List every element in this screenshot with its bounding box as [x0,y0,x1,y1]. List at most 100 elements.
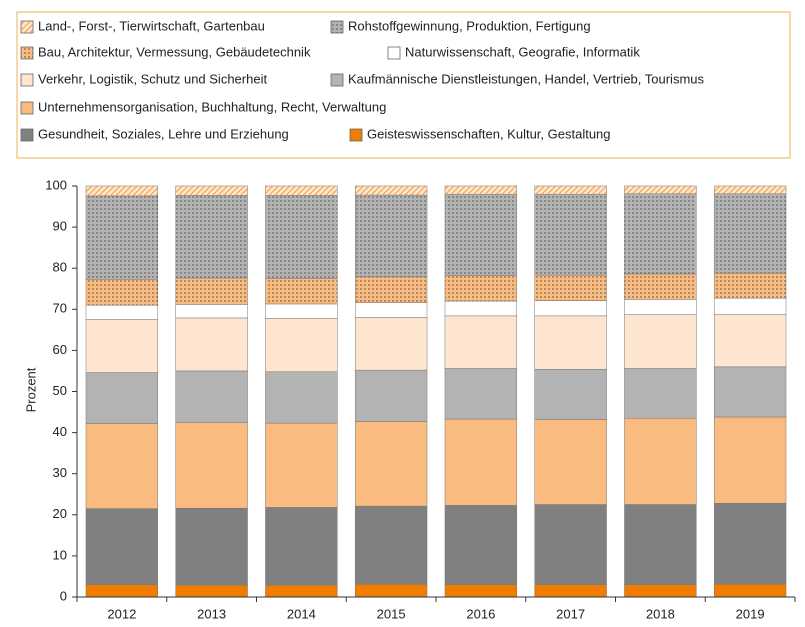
bar-segment-pattern [714,186,787,194]
y-tick-label: 20 [53,506,67,521]
bar-segment [713,366,787,418]
bar-segment [534,369,607,420]
bar-segment-pattern [714,193,787,274]
bar-segment-pattern [624,193,697,274]
legend-box [16,11,791,159]
bar-segment-pattern [85,186,158,196]
legend-swatch-pattern [331,21,343,33]
bar-segment [85,584,159,598]
bar-segment [85,372,159,424]
bar-segment-pattern [444,194,517,276]
y-tick-label: 100 [45,177,67,192]
x-tick-label: 2017 [556,606,585,621]
x-tick-label: 2019 [736,606,765,621]
bar-segment [534,504,607,585]
bar-segment-pattern [534,194,607,276]
bar-segment-pattern [265,278,338,304]
bar-segment [713,297,787,315]
legend-swatch [20,128,34,142]
bar-segment [444,315,518,369]
bar-segment [624,584,697,598]
bar-segment [713,503,787,585]
bar-segment [534,419,607,505]
bar-segment-pattern [624,273,697,300]
bar-segment [624,417,697,505]
x-tick-label: 2012 [107,606,136,621]
bar-segment [175,304,248,319]
x-tick-label: 2015 [377,606,406,621]
bar-segment [265,507,338,586]
legend-label: Geisteswissenschaften, Kultur, Gestaltun… [367,126,611,141]
bar-segment-pattern [355,186,428,196]
x-tick-label: 2013 [197,606,226,621]
bar-segment [175,422,248,509]
y-tick-label: 10 [53,547,67,562]
bar-segment [713,313,787,368]
bar-segment-pattern [265,195,338,279]
bar-segment-pattern [175,186,248,196]
bar-segment-pattern [714,273,787,299]
y-tick-label: 90 [53,219,67,234]
bar-segment [624,299,697,315]
bar-segment [175,584,248,598]
bar-segment [713,416,787,504]
y-tick-label: 80 [53,260,67,275]
bar-segment [85,508,159,585]
bar-segment [85,319,159,373]
bar-segment [354,584,428,598]
bar-segment [265,318,338,373]
bar-segment [534,315,607,370]
legend-label: Unternehmensorganisation, Buchhaltung, R… [38,99,386,114]
bar-segment-pattern [355,276,428,303]
bar-segment-pattern [85,279,158,306]
bar-segment [713,584,787,598]
legend-label: Kaufmännische Dienstleistungen, Handel, … [348,71,705,86]
bar-segment [175,507,248,586]
legend-label: Naturwissenschaft, Geografie, Informatik [405,44,640,59]
legend-swatch [387,46,401,60]
bar-segment [85,423,159,509]
bar-segment [265,422,338,508]
bar-segment [444,418,518,506]
bar-segment [444,505,518,585]
bar-segment [85,304,159,320]
legend-label: Gesundheit, Soziales, Lehre und Erziehun… [38,126,289,141]
bar-segment [175,370,248,423]
bar-segment [624,314,697,369]
y-tick-label: 40 [53,424,67,439]
legend-swatch-pattern [21,21,33,33]
bar-segment [444,300,518,317]
bar-segment [265,584,338,598]
legend-label: Bau, Architektur, Vermessung, Gebäudetec… [38,44,311,59]
bar-segment [265,371,338,424]
bar-segment-pattern [265,186,338,196]
bar-segment [534,584,607,598]
y-tick-label: 50 [53,383,67,398]
y-tick-label: 30 [53,465,67,480]
legend-label: Land-, Forst-, Tierwirtschaft, Gartenbau [38,18,265,33]
legend-swatch [20,101,34,115]
x-tick-label: 2018 [646,606,675,621]
bar-segment-pattern [534,275,607,301]
bar-segment-pattern [175,278,248,305]
legend-swatch [330,73,344,87]
bar-segment [624,368,697,419]
bar-segment [175,317,248,372]
y-axis-label: Prozent [23,367,38,412]
bar-segment [444,368,518,420]
legend-swatch [20,73,34,87]
y-tick-label: 0 [60,588,67,603]
bar-segment [354,317,428,371]
bar-segment [624,504,697,585]
legend-label: Rohstoffgewinnung, Produktion, Fertigung [348,18,591,33]
bar-segment-pattern [444,186,517,195]
y-tick-label: 70 [53,301,67,316]
legend-swatch [349,128,363,142]
x-tick-label: 2014 [287,606,316,621]
bar-segment-pattern [444,275,517,302]
bar-segment-pattern [534,186,607,195]
bar-segment [354,421,428,507]
bar-segment-pattern [624,186,697,194]
x-tick-label: 2016 [466,606,495,621]
bar-segment [354,302,428,318]
